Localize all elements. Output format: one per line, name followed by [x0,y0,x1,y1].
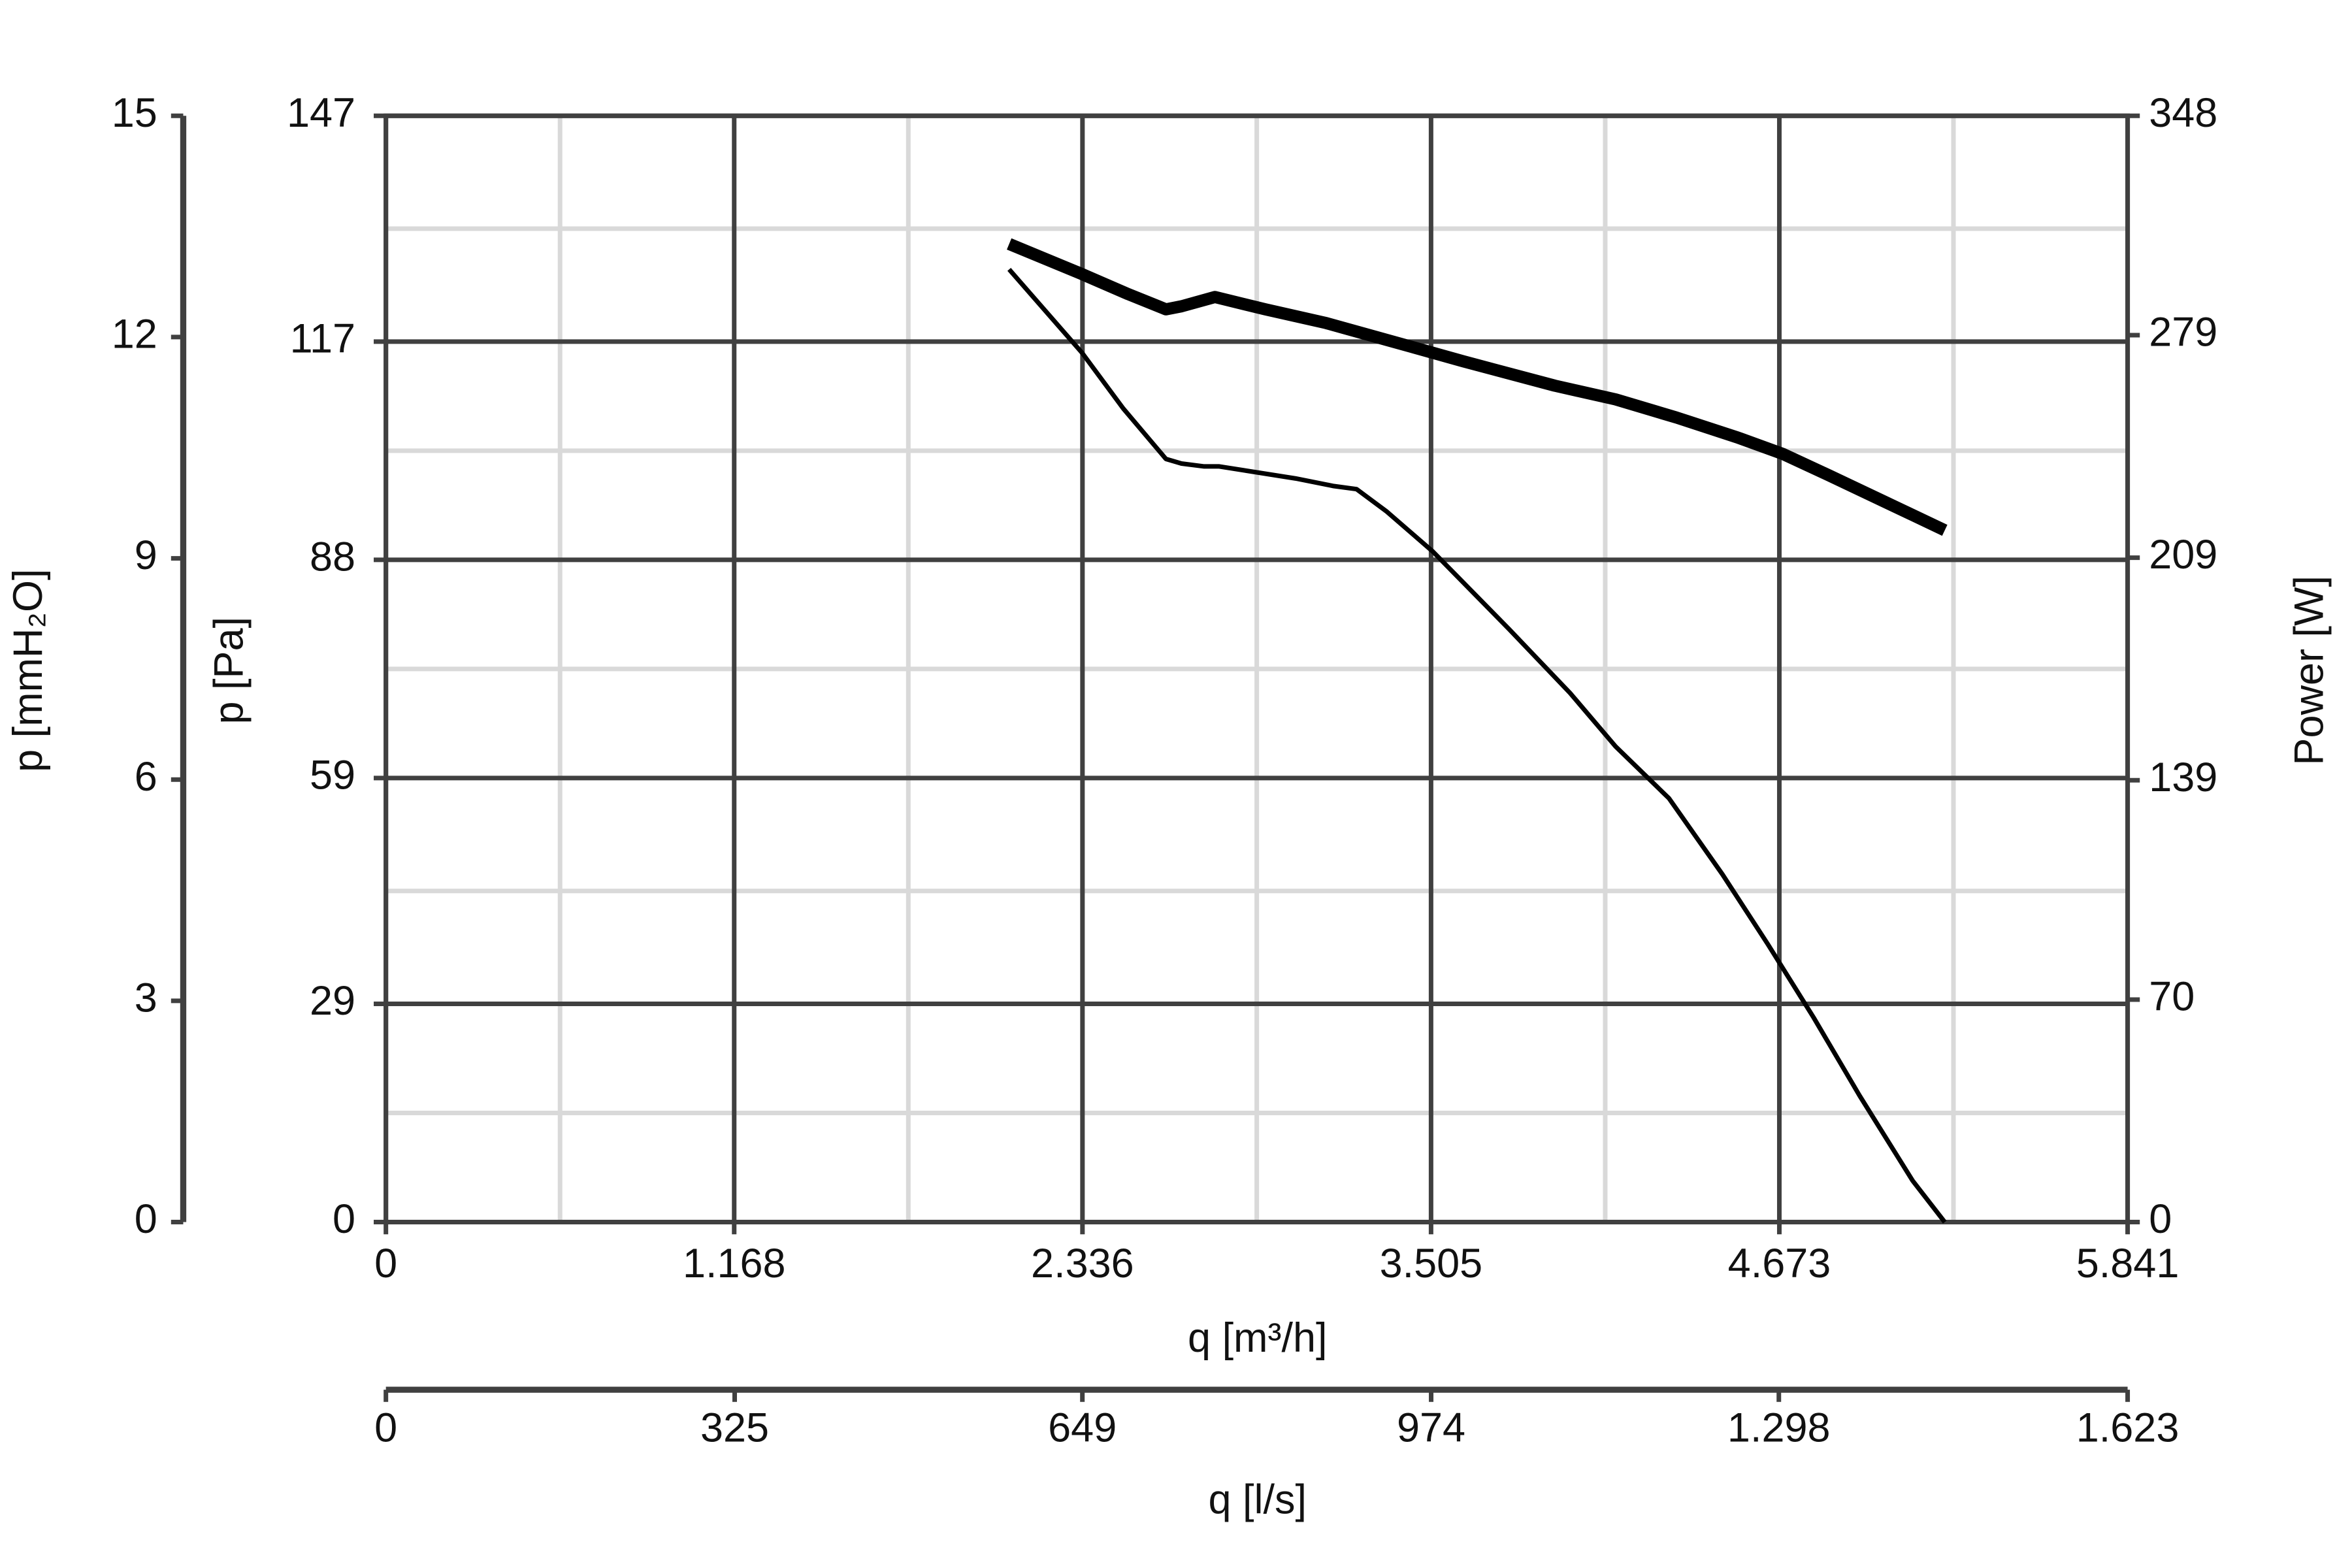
x2-tick-label: 1.298 [1727,1405,1831,1451]
y-tick-label: 59 [310,753,355,798]
y3-tick-label: 15 [112,90,157,136]
x2-axis-title: q [l/s] [1209,1477,1307,1522]
x2-tick-label: 1.623 [2076,1405,2180,1451]
y2-tick-label: 70 [2149,974,2195,1020]
curve [1007,238,1948,536]
y-tick-label: 88 [310,534,355,580]
x2-tick-label: 0 [374,1405,397,1451]
x2-tick-label: 325 [700,1405,769,1451]
y-tick-label: 117 [290,316,355,361]
curve [1007,268,1947,1224]
x2-tick-label: 974 [1397,1405,1465,1451]
x2-tick-label: 649 [1048,1405,1117,1451]
y2-tick-label: 279 [2149,310,2217,355]
y3-tick-label: 9 [135,532,157,578]
y2-tick-label: 348 [2149,90,2217,136]
y-tick-label: 29 [310,978,355,1024]
y2-tick-label: 139 [2149,755,2217,800]
y3-tick-label: 0 [135,1196,157,1242]
y-axis-title: p [Pa] [206,617,252,725]
x-tick-label: 2.336 [1031,1241,1134,1286]
y3-tick-label: 3 [135,975,157,1021]
x-tick-label: 1.168 [683,1241,786,1286]
y-tick-label: 147 [287,90,355,136]
y2-tick-label: 0 [2149,1196,2172,1242]
y2-axis-title: Power [W] [2286,576,2332,765]
x-axis-title: q [m³/h] [1188,1315,1327,1361]
y2-tick-label: 209 [2149,532,2217,578]
plot-frame [384,113,2131,1225]
y3-tick-label: 6 [135,754,157,800]
x-tick-label: 4.673 [1728,1241,1831,1286]
y3-axis-title: p [mmH₂O] [5,569,51,772]
y3-tick-label: 12 [112,312,157,357]
x-tick-label: 3.505 [1380,1241,1483,1286]
y-tick-label: 0 [333,1196,355,1242]
x-tick-label: 0 [374,1241,397,1286]
x-tick-label: 5.841 [2076,1241,2180,1286]
